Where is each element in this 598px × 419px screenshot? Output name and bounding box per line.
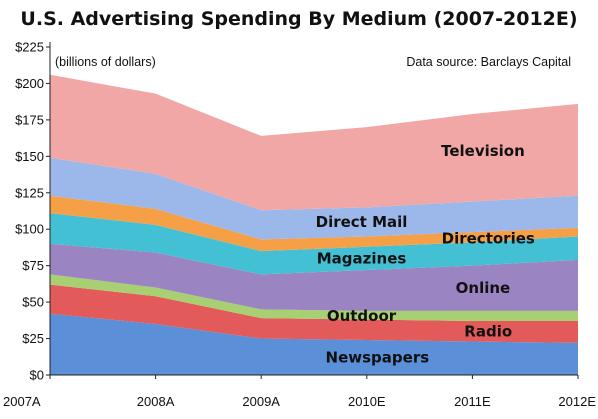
y-tick-label: $225: [15, 40, 44, 55]
y-tick-label: $150: [15, 149, 44, 164]
series-label-outdoor: Outdoor: [327, 307, 397, 325]
series-label-directories: Directories: [442, 229, 535, 247]
x-tick-label: 2008A: [137, 394, 175, 409]
chart-title: U.S. Advertising Spending By Medium (200…: [20, 8, 577, 30]
x-tick-label: 2010E: [348, 394, 386, 409]
y-tick-label: $50: [22, 295, 44, 310]
x-tick-label: 2009A: [242, 394, 280, 409]
y-tick-labels: $0 $25 $50 $75 $100 $125 $150 $175 $200 $225: [15, 40, 44, 383]
area-directories: [50, 195, 578, 252]
series-label-online: Online: [456, 279, 511, 297]
area-outdoor: [50, 274, 578, 322]
data-source-note: Data source: Barclays Capital: [406, 55, 571, 69]
x-tick-label: 2012E: [558, 394, 596, 409]
x-tick-label: 2011E: [454, 394, 491, 409]
x-tick-labels: 2007A 2008A 2009A 2010E 2011E 2012E: [3, 394, 596, 409]
y-tick-label: $75: [22, 258, 44, 273]
y-tick-label: $100: [15, 222, 44, 237]
chart-subtitle: (billions of dollars): [55, 55, 156, 69]
series-label-newspapers: Newspapers: [326, 349, 430, 367]
series-label-direct-mail: Direct Mail: [316, 213, 408, 231]
series-label-television: Television: [441, 142, 525, 160]
area-television: [50, 74, 578, 211]
area-magazines: [50, 213, 578, 275]
y-tick-label: $175: [15, 112, 44, 127]
x-tick-label: 2007A: [3, 394, 41, 409]
area-newspapers: [50, 313, 578, 375]
series-labels: Newspapers Radio Outdoor Online Magazines Dir…: [316, 142, 535, 367]
y-tick-label: $25: [22, 331, 44, 346]
area-online: [50, 243, 578, 311]
series-label-magazines: Magazines: [317, 250, 407, 268]
y-tick-label: $200: [15, 76, 44, 91]
area-layers: [50, 74, 578, 375]
axes: [46, 42, 579, 379]
series-label-radio: Radio: [464, 322, 512, 340]
area-radio: [50, 284, 578, 343]
y-tick-label: $125: [15, 185, 44, 200]
y-tick-label: $0: [30, 368, 44, 383]
area-direct-mail: [50, 157, 578, 240]
